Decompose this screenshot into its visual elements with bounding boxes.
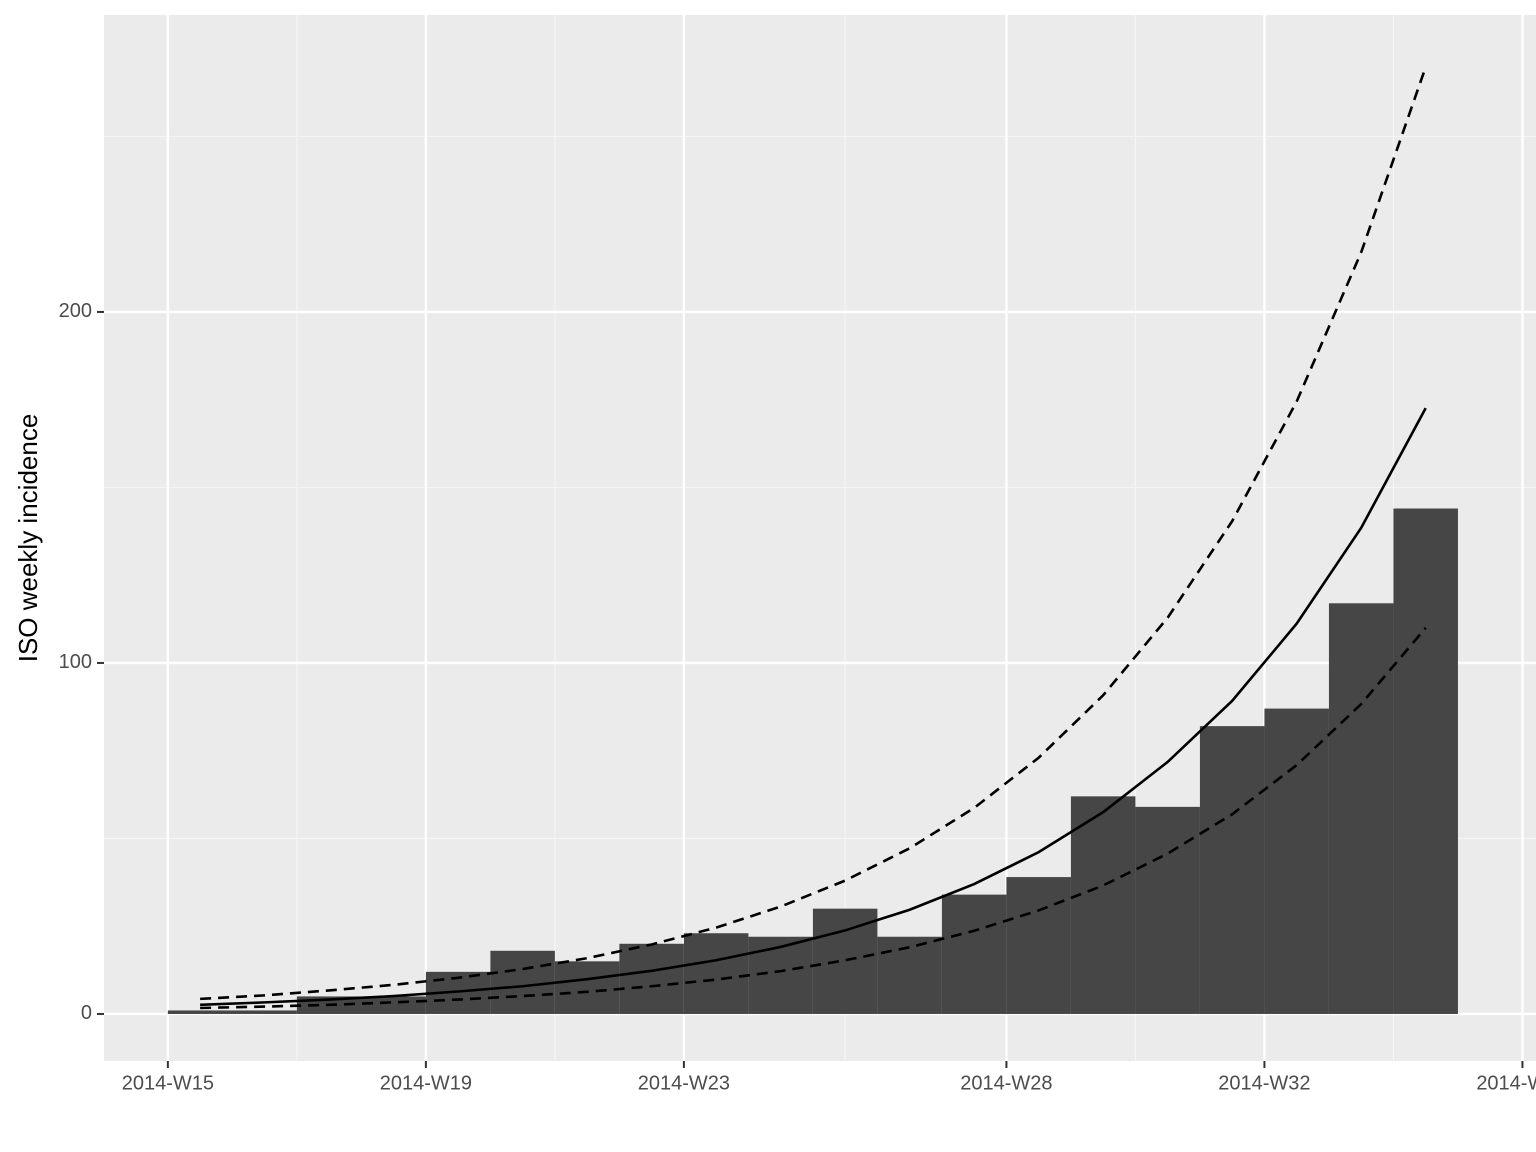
bar bbox=[941, 894, 1007, 1014]
bar bbox=[619, 943, 684, 1014]
bar bbox=[812, 908, 878, 1014]
x-tick-label: 2014-W32 bbox=[1218, 1072, 1310, 1094]
x-tick-label: 2014-W15 bbox=[122, 1072, 214, 1094]
bar bbox=[748, 936, 813, 1014]
bar bbox=[1135, 806, 1200, 1014]
x-tick-label: 2014-W23 bbox=[638, 1072, 730, 1094]
y-tick-label: 0 bbox=[81, 1002, 92, 1024]
y-tick-label: 200 bbox=[59, 300, 92, 322]
bar bbox=[1264, 708, 1329, 1014]
bar bbox=[683, 933, 749, 1014]
y-axis-title: ISO weekly incidence bbox=[13, 414, 43, 663]
bar bbox=[1393, 508, 1458, 1014]
bar bbox=[1070, 796, 1136, 1014]
x-tick-label: 2014-W28 bbox=[960, 1072, 1052, 1094]
bar bbox=[1199, 726, 1265, 1014]
bar bbox=[1006, 877, 1071, 1014]
bar bbox=[877, 936, 942, 1014]
fit-ci-line bbox=[200, 627, 1427, 1010]
fit-line bbox=[200, 407, 1427, 1007]
bar bbox=[554, 961, 620, 1014]
bar bbox=[490, 950, 555, 1014]
x-tick-label: 2014-W36 bbox=[1476, 1072, 1536, 1094]
x-tick-label: 2014-W19 bbox=[380, 1072, 472, 1094]
bar bbox=[1328, 603, 1394, 1014]
fit-ci-line bbox=[200, 66, 1427, 1001]
bar bbox=[167, 1010, 297, 1014]
y-tick-label: 100 bbox=[59, 651, 92, 673]
